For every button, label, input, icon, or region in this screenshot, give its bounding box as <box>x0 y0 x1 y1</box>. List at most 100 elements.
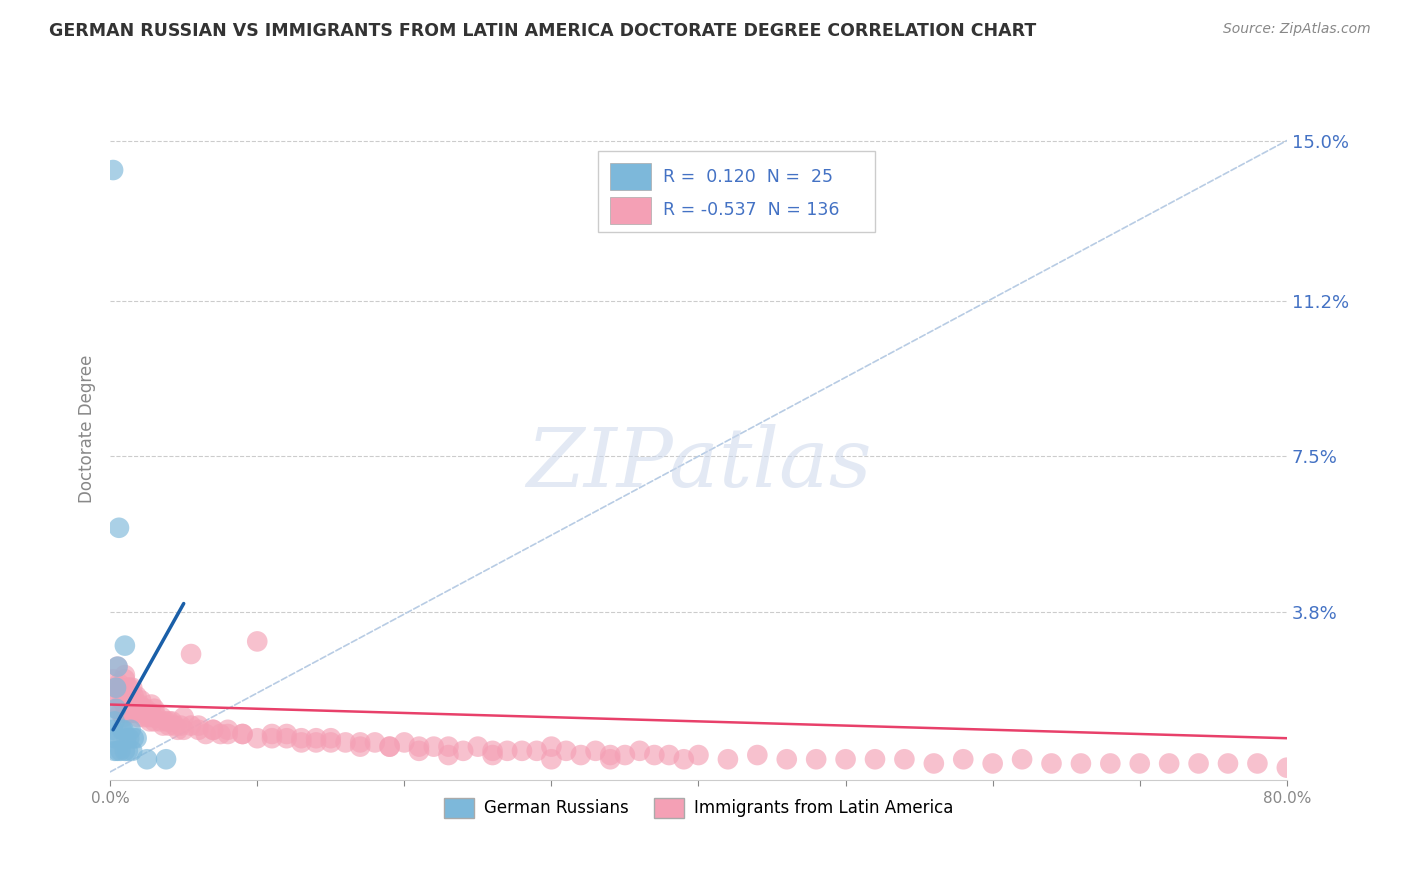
Point <box>107 659 129 673</box>
Point <box>112 710 135 724</box>
Point <box>108 676 131 690</box>
Point <box>408 744 430 758</box>
Point <box>335 735 357 749</box>
Point <box>157 718 180 732</box>
Point <box>1187 756 1209 771</box>
Point <box>108 689 131 703</box>
Point <box>114 698 136 712</box>
Point <box>658 747 681 762</box>
Point <box>952 752 974 766</box>
Point <box>121 681 143 695</box>
Text: Source: ZipAtlas.com: Source: ZipAtlas.com <box>1223 22 1371 37</box>
Point <box>131 706 153 720</box>
Point <box>103 744 125 758</box>
Point <box>125 731 148 746</box>
Point <box>364 735 387 749</box>
Point <box>643 747 665 762</box>
Point <box>117 681 139 695</box>
Point <box>118 689 141 703</box>
Point <box>118 702 141 716</box>
Point <box>437 739 460 754</box>
Point <box>408 739 430 754</box>
Point <box>157 714 180 729</box>
Point <box>101 673 124 687</box>
Point <box>194 727 217 741</box>
Point <box>451 744 474 758</box>
Point <box>136 706 159 720</box>
Point <box>115 731 138 746</box>
Point <box>290 735 312 749</box>
Point <box>139 714 162 729</box>
Point <box>136 706 159 720</box>
Point <box>1040 756 1063 771</box>
Point <box>585 744 607 758</box>
Point <box>217 727 239 741</box>
Point <box>776 752 799 766</box>
Point <box>1275 761 1298 775</box>
Point <box>105 681 128 695</box>
Point <box>202 723 225 737</box>
Point <box>173 710 195 724</box>
Point <box>114 668 136 682</box>
Point <box>1129 756 1152 771</box>
Point <box>163 718 186 732</box>
Point <box>143 702 166 716</box>
Point <box>217 723 239 737</box>
Point <box>118 731 141 746</box>
Point <box>422 739 444 754</box>
Point <box>107 659 129 673</box>
Point <box>134 702 156 716</box>
Point <box>112 685 135 699</box>
Point <box>319 735 342 749</box>
Point <box>121 744 143 758</box>
Point <box>747 747 769 762</box>
Point <box>202 723 225 737</box>
Point <box>276 727 298 741</box>
Point <box>231 727 253 741</box>
Point <box>152 718 174 732</box>
Point <box>863 752 886 766</box>
Point <box>628 744 651 758</box>
Point <box>143 714 166 729</box>
Point <box>103 731 125 746</box>
Point <box>138 710 160 724</box>
Point <box>108 731 131 746</box>
Point <box>246 731 269 746</box>
Bar <box>610 163 651 190</box>
Point <box>136 752 159 766</box>
Point <box>107 744 129 758</box>
Point <box>112 723 135 737</box>
Point <box>110 744 132 758</box>
Point <box>349 735 371 749</box>
Point <box>114 673 136 687</box>
Point <box>122 731 145 746</box>
Point <box>555 744 578 758</box>
Point <box>672 752 695 766</box>
Point <box>121 698 143 712</box>
Point <box>599 752 621 766</box>
Point <box>834 752 856 766</box>
Point <box>276 731 298 746</box>
Point <box>124 706 146 720</box>
Point <box>1246 756 1268 771</box>
Point <box>125 689 148 703</box>
Point <box>115 706 138 720</box>
Point <box>111 685 134 699</box>
Point <box>114 744 136 758</box>
Point <box>166 723 188 737</box>
Point <box>101 163 124 178</box>
Point <box>496 744 519 758</box>
Point <box>319 731 342 746</box>
Point <box>110 706 132 720</box>
Point <box>129 693 152 707</box>
Point <box>187 718 209 732</box>
Point <box>108 521 131 535</box>
Point <box>187 723 209 737</box>
Point <box>132 710 155 724</box>
Point <box>180 647 202 661</box>
Point <box>246 634 269 648</box>
Point <box>111 693 134 707</box>
Point <box>717 752 740 766</box>
Point <box>260 731 283 746</box>
Point <box>160 714 183 729</box>
